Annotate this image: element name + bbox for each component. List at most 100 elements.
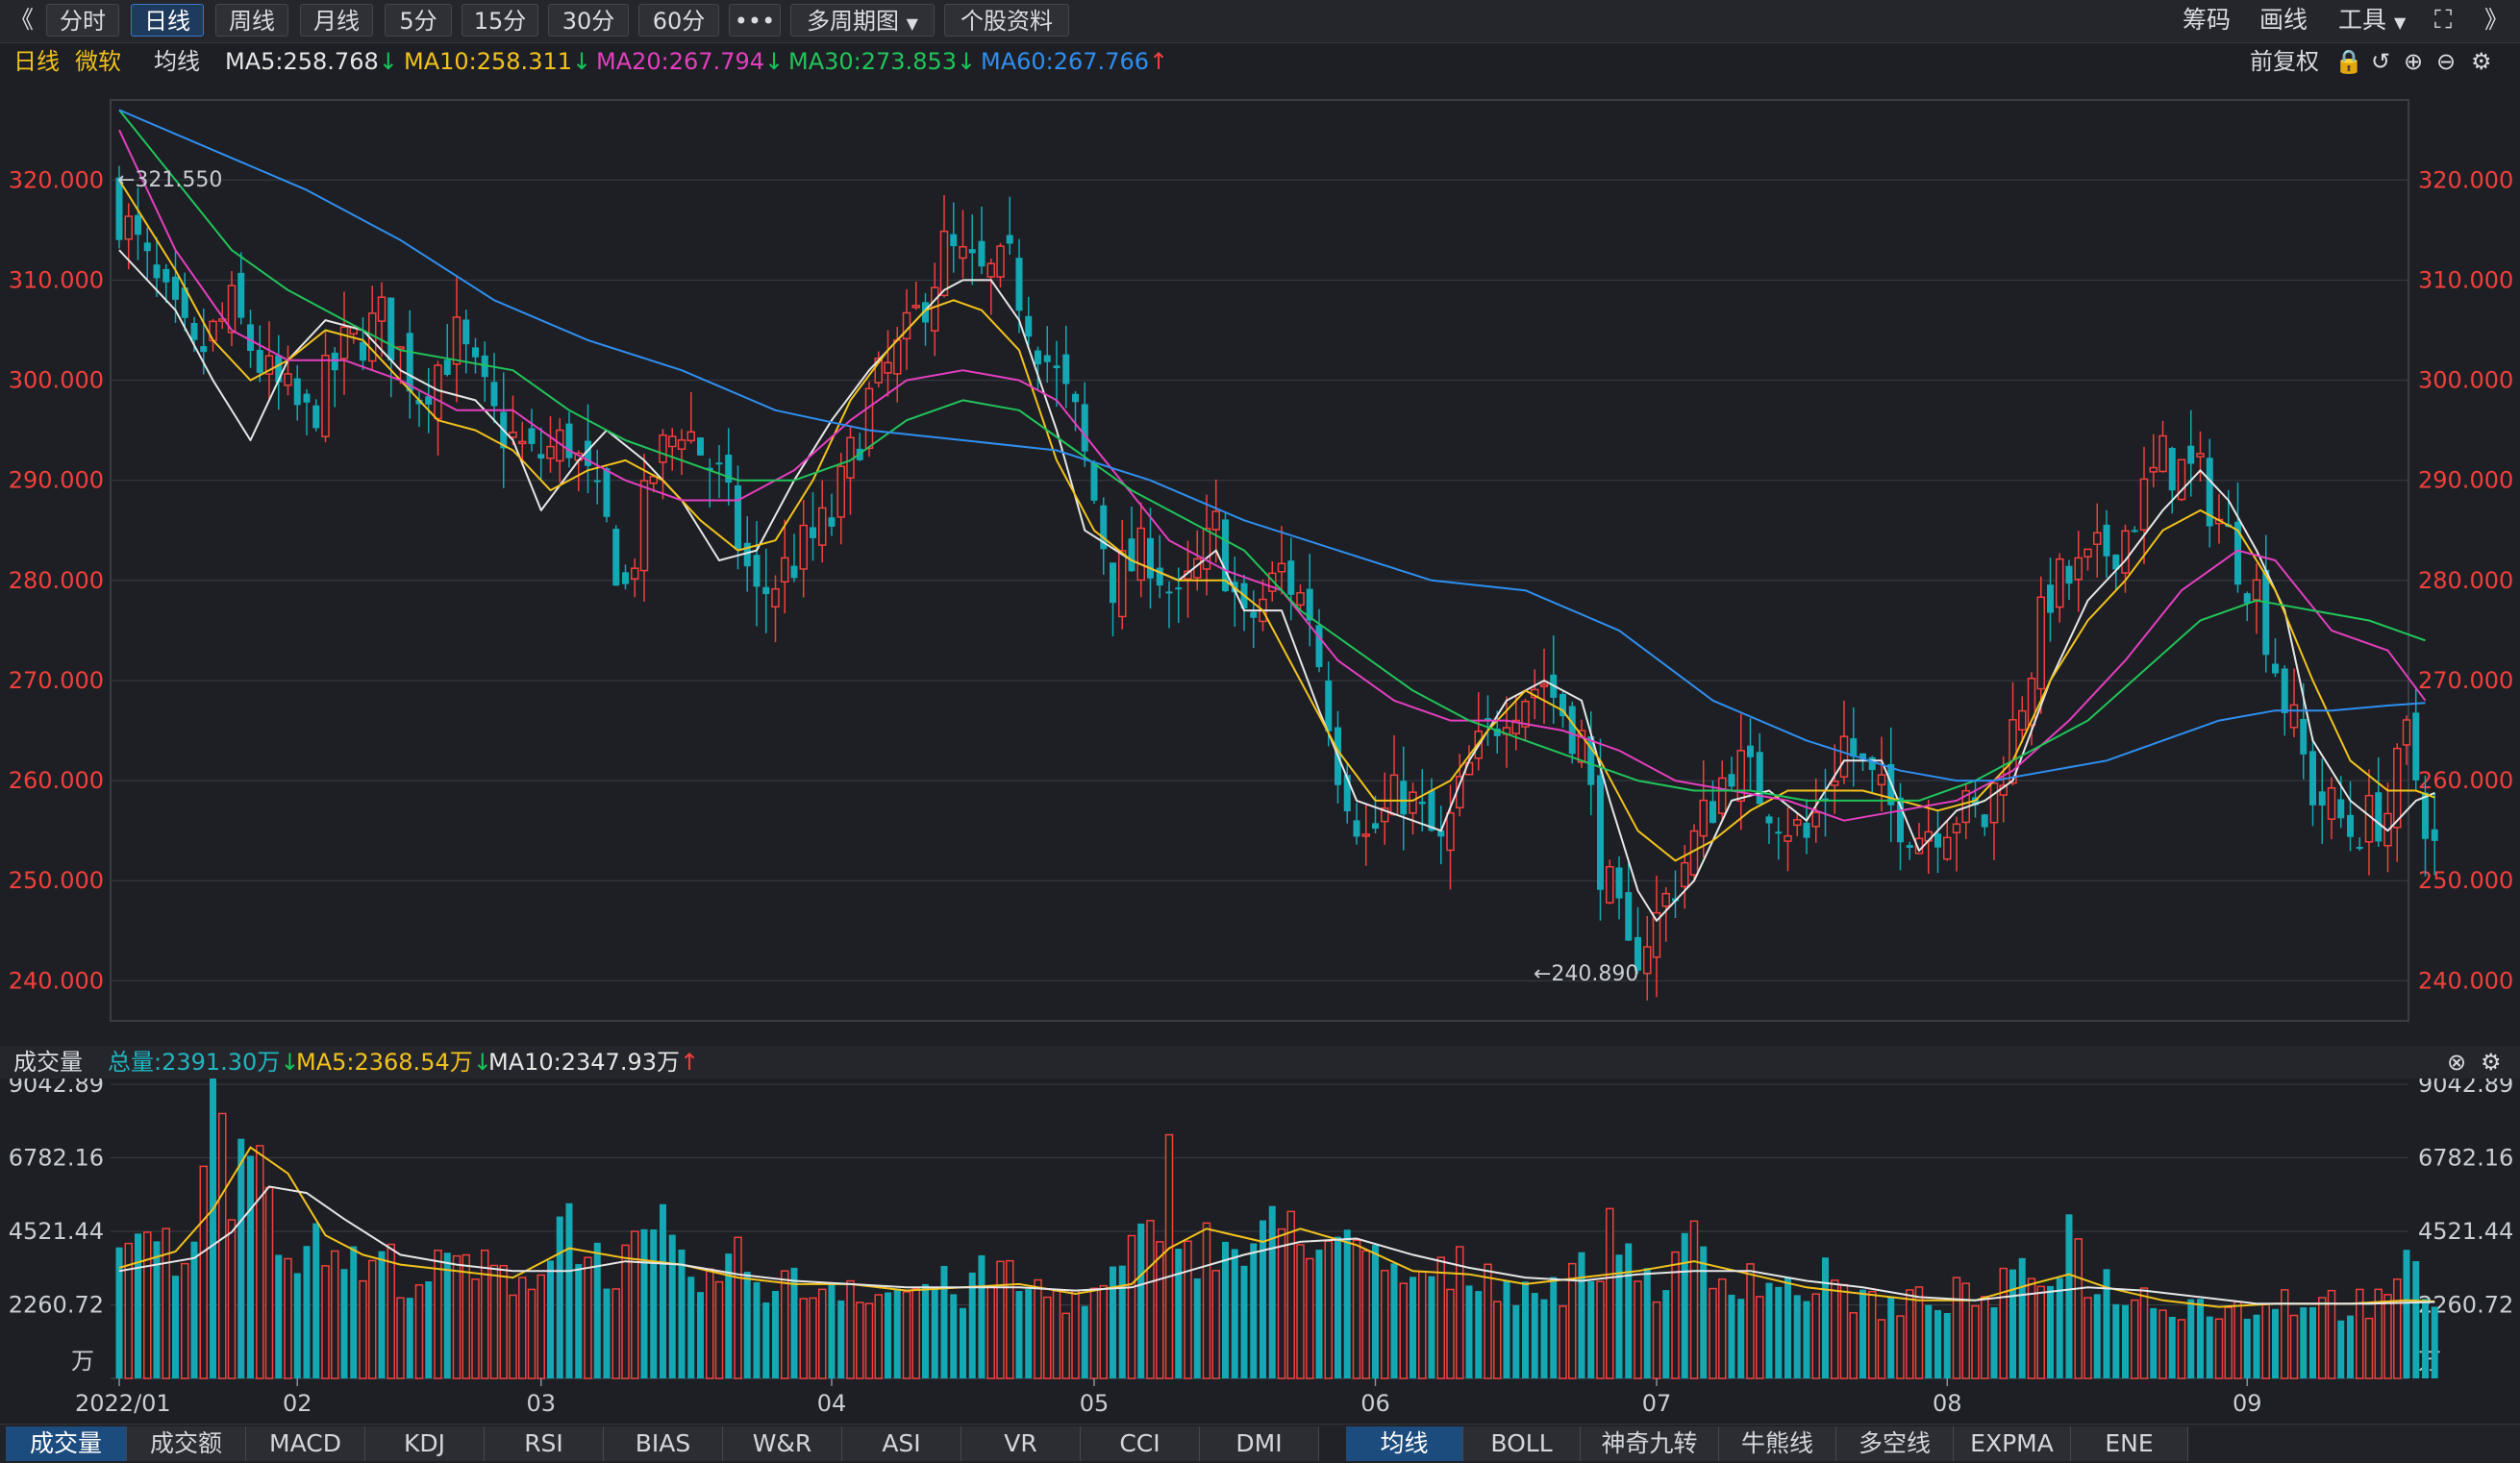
indicator-tab-1[interactable]: 成交额 bbox=[127, 1426, 246, 1461]
volume-bar-down bbox=[1990, 1307, 1998, 1378]
candle-body-down bbox=[593, 480, 601, 483]
indicator-tab-9[interactable]: CCI bbox=[1081, 1426, 1200, 1461]
indicator-tab-2[interactable]: MACD bbox=[246, 1426, 365, 1461]
volume-bar-down bbox=[1081, 1305, 1088, 1378]
volume-bar-down bbox=[2309, 1306, 2316, 1378]
volume-bar-up bbox=[1381, 1270, 1389, 1379]
volume-bar-up bbox=[2356, 1288, 2364, 1379]
candle-body-up bbox=[781, 557, 789, 583]
candle-body-down bbox=[1006, 235, 1013, 244]
volume-bar-up bbox=[1277, 1227, 1286, 1379]
undo-icon[interactable]: ↺ bbox=[2371, 48, 2391, 75]
more-icon[interactable]: ••• bbox=[729, 4, 781, 37]
volume-bar-up bbox=[846, 1279, 855, 1379]
volume-bar-down bbox=[2272, 1308, 2279, 1378]
candle-body-up bbox=[1389, 774, 1399, 816]
volume-bar-up bbox=[1211, 1270, 1220, 1379]
volume-bar-up bbox=[1559, 1305, 1567, 1379]
candle-body-down bbox=[1110, 562, 1116, 604]
overlay-tab-4[interactable]: 多空线 bbox=[1836, 1426, 1954, 1461]
period-button-15min[interactable]: 15分 bbox=[462, 4, 538, 37]
period-button-fenshi[interactable]: 分时 bbox=[46, 4, 119, 37]
candle-body-down bbox=[2065, 565, 2073, 584]
volume-bar-up bbox=[2158, 1309, 2167, 1379]
period-button-daily[interactable]: 日线 bbox=[131, 4, 204, 37]
volume-bar-up bbox=[2261, 1303, 2270, 1379]
indicator-tab-4[interactable]: RSI bbox=[485, 1426, 604, 1461]
draw-line-button[interactable]: 画线 bbox=[2259, 6, 2308, 34]
overlay-tab-1[interactable]: BOLL bbox=[1463, 1426, 1581, 1461]
stock-name[interactable]: 微软 bbox=[75, 48, 121, 75]
volume-bar-down bbox=[762, 1302, 770, 1378]
candle-body-up bbox=[1511, 719, 1520, 734]
candle-body-down bbox=[790, 565, 798, 579]
overlay-tab-3[interactable]: 牛熊线 bbox=[1719, 1426, 1836, 1461]
period-button-30min[interactable]: 30分 bbox=[548, 4, 629, 37]
lock-icon[interactable]: 🔒 bbox=[2334, 48, 2363, 75]
volume-bar-up bbox=[1324, 1240, 1333, 1379]
x-tick-label: 03 bbox=[526, 1390, 556, 1417]
overlay-tab-5[interactable]: EXPMA bbox=[1954, 1426, 2071, 1461]
candle-body-down bbox=[2272, 663, 2279, 674]
overlay-tab-2[interactable]: 神奇九转 bbox=[1581, 1426, 1719, 1461]
volume-bar-down bbox=[1372, 1245, 1379, 1378]
indicator-tab-7[interactable]: ASI bbox=[842, 1426, 961, 1461]
back-icon[interactable]: 《 bbox=[10, 6, 35, 34]
candle-body-up bbox=[1521, 701, 1530, 728]
x-tick-label: 07 bbox=[1642, 1390, 1672, 1417]
minus-icon[interactable]: ⊖ bbox=[2436, 48, 2457, 75]
fullscreen-icon[interactable]: ⛶ bbox=[2434, 6, 2453, 35]
volume-bar-up bbox=[1399, 1282, 1408, 1379]
candle-body-up bbox=[2196, 453, 2205, 458]
indicator-tab-6[interactable]: W&R bbox=[723, 1426, 842, 1461]
volume-bar-up bbox=[2131, 1299, 2139, 1379]
top-toolbar: 《 分时 日线 周线 月线 5分 15分 30分 60分 ••• 多周期图 ▼ … bbox=[0, 0, 2520, 43]
period-button-weekly[interactable]: 周线 bbox=[215, 4, 288, 37]
volume-bar-up bbox=[481, 1249, 489, 1379]
indicator-tab-0[interactable]: 成交量 bbox=[6, 1426, 127, 1461]
add-icon[interactable]: ⊕ bbox=[2404, 48, 2424, 75]
volume-bar-up bbox=[902, 1291, 911, 1379]
volume-bar-down bbox=[668, 1234, 676, 1378]
overlay-tab-0[interactable]: 均线 bbox=[1346, 1426, 1463, 1461]
volume-bar-down bbox=[1240, 1265, 1248, 1378]
period-button-60min[interactable]: 60分 bbox=[638, 4, 719, 37]
volume-bar-down bbox=[1615, 1254, 1623, 1378]
indicator-tab-8[interactable]: VR bbox=[961, 1426, 1081, 1461]
adjust-dropdown[interactable]: 前复权 bbox=[2250, 48, 2319, 75]
settings-icon[interactable]: ⚙ bbox=[2471, 48, 2492, 75]
candle-body-down bbox=[2243, 593, 2251, 604]
volume-bar-down bbox=[1662, 1290, 1670, 1378]
candle-body-down bbox=[2131, 530, 2138, 533]
tools-dropdown[interactable]: 工具 ▼ bbox=[2338, 4, 2406, 37]
volume-chart[interactable]: 9042.89 6782.16 4521.44 2260.72 万 9042.89 678… bbox=[0, 1079, 2520, 1424]
candle-body-up bbox=[1296, 591, 1305, 607]
candle-body-down bbox=[2262, 569, 2270, 656]
candle-body-up bbox=[864, 387, 874, 450]
candle-body-up bbox=[996, 245, 1005, 278]
price-chart[interactable]: 320.000 310.000 300.000 290.000 280.000 270.0… bbox=[0, 79, 2520, 1046]
caret-down-icon: ▼ bbox=[2393, 13, 2407, 32]
candle-body-down bbox=[2103, 524, 2110, 557]
indicator-tab-10[interactable]: DMI bbox=[1200, 1426, 1319, 1461]
volume-bar-down bbox=[565, 1203, 573, 1378]
candle-body-up bbox=[1831, 781, 1839, 786]
close-icon[interactable]: ⊗ bbox=[2447, 1049, 2467, 1076]
indicator-tab-3[interactable]: KDJ bbox=[365, 1426, 485, 1461]
multi-period-dropdown[interactable]: 多周期图 ▼ bbox=[790, 4, 935, 37]
overlay-tab-6[interactable]: ENE bbox=[2071, 1426, 2188, 1461]
volume-bar-down bbox=[922, 1283, 929, 1378]
volume-bar-down bbox=[2009, 1269, 2016, 1378]
indicator-type[interactable]: 均线 bbox=[154, 48, 200, 75]
settings-icon[interactable]: ⚙ bbox=[2481, 1049, 2502, 1076]
indicator-tab-5[interactable]: BIAS bbox=[604, 1426, 723, 1461]
period-button-5min[interactable]: 5分 bbox=[385, 4, 452, 37]
volume-bar-up bbox=[1127, 1234, 1136, 1379]
volume-tick-label: 6782.16 bbox=[2418, 1145, 2513, 1172]
period-button-monthly[interactable]: 月线 bbox=[300, 4, 373, 37]
forward-icon[interactable]: 》 bbox=[2484, 6, 2509, 34]
candle-body-down bbox=[387, 297, 395, 361]
stock-info-button[interactable]: 个股资料 bbox=[944, 4, 1069, 37]
candle-body-down bbox=[585, 440, 591, 466]
chips-button[interactable]: 筹码 bbox=[2183, 6, 2232, 34]
